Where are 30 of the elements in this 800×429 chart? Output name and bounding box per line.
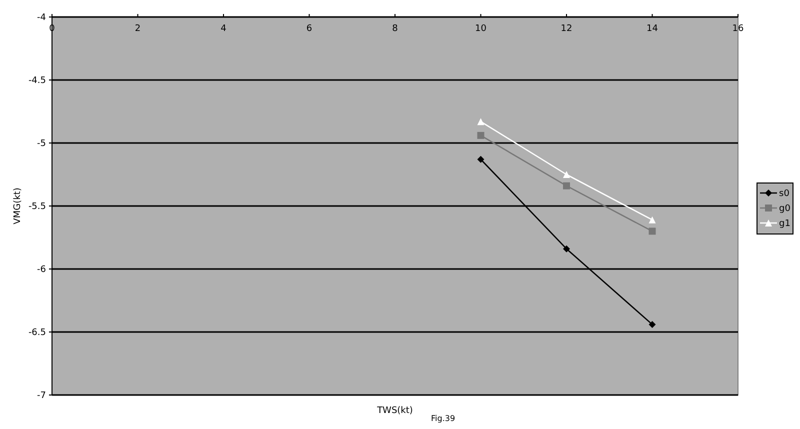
point <box>563 171 570 178</box>
x-tick-label: 8 <box>392 24 398 34</box>
point <box>477 118 484 126</box>
x-tick-label: 16 <box>732 24 744 34</box>
y-axis-title: VMG(kt) <box>13 188 23 224</box>
point <box>563 182 570 190</box>
legend-label: s0 <box>779 189 790 199</box>
x-tick-label: 6 <box>306 24 312 34</box>
x-axis-title: TWS(kt) <box>376 406 413 416</box>
legend-label: g0 <box>779 204 791 214</box>
x-tick-label: 12 <box>560 24 572 34</box>
caption: Fig.39 <box>431 414 456 423</box>
point <box>563 245 570 252</box>
x-tick-label: 4 <box>220 24 227 34</box>
y-tick-label: -5 <box>37 139 46 149</box>
point <box>477 132 484 139</box>
legend-label: g1 <box>779 219 790 229</box>
x-tick-label: 2 <box>134 24 141 34</box>
y-tick-label: -7 <box>37 391 46 401</box>
point <box>477 156 484 163</box>
y-tick-label: -5.5 <box>28 202 46 212</box>
y-tick-label: -6 <box>37 265 46 275</box>
point <box>648 228 656 235</box>
y-tick-label: -4.5 <box>28 76 46 86</box>
point <box>648 216 656 224</box>
point <box>648 320 656 328</box>
y-tick-label: -4 <box>37 13 46 23</box>
x-tick-label: 10 <box>475 24 487 34</box>
x-tick-label: 14 <box>646 24 658 34</box>
y-tick-label: -6.5 <box>28 328 46 338</box>
